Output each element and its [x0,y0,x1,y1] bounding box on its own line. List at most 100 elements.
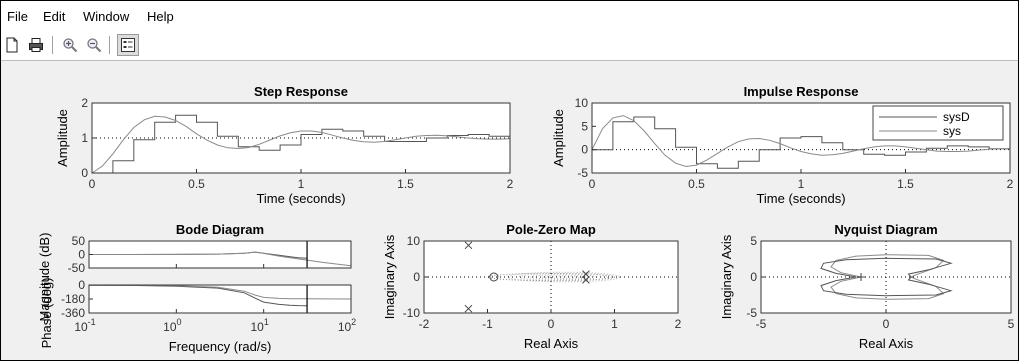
impulse-response-ytick-label: 5 [581,119,588,133]
pole-marker [464,241,473,250]
pole-zero-xtick-label: 2 [675,317,682,331]
step-response-xtick-label: 2 [507,177,514,191]
step-response-series-sys [91,115,511,174]
zoom-in-button[interactable] [59,34,81,56]
impulse-response-xtick-label: 1 [798,177,805,191]
pole-zero-xlabel: Real Axis [524,336,579,351]
print-button[interactable] [25,34,47,56]
pole-zero-grid-curve [541,275,586,279]
bode-xtick-label: 102 [338,317,356,334]
bode-phase-ylabel: Phase (deg) [39,278,54,349]
impulse-legend-label-sys: sys [943,124,961,138]
bode-phase-ytick-label: -360 [61,306,85,320]
menu-help[interactable]: Help [147,9,174,24]
bode-magnitude-ylabel: Magnitude (dB) [37,233,52,322]
bode-xtick-exponent: 2 [351,317,356,327]
pole-marker [464,304,473,313]
menu-window[interactable]: Window [83,9,130,24]
pole-zero-ytick-label: -10 [403,306,421,320]
menu-file[interactable]: File [7,9,28,24]
nyquist-title: Nyquist Diagram [834,222,937,237]
impulse-response-ytick-label: 0 [581,143,588,157]
bode-phase-ytick-label: -180 [61,292,85,306]
bode-xtick-exponent: 0 [177,317,182,327]
impulse-response-series-sysD [592,116,1011,169]
pole-marker [582,270,590,278]
impulse-response-series-sys [591,115,1010,168]
nyquist-xtick-label: 0 [883,317,890,331]
impulse-response-ytick-label: -5 [577,166,588,180]
impulse-response-xtick-label: 0 [589,177,596,191]
step-response-ylabel: Amplitude [55,109,70,167]
zoom-out-button[interactable] [83,34,105,56]
impulse-legend-box [872,105,1004,141]
impulse-response-title: Impulse Response [744,84,859,99]
menu-bar: File Edit Window Help [1,1,1018,31]
step-response-ytick-label: 1 [81,131,88,145]
bode-xtick-label: 101 [250,317,268,334]
pole-marker [582,276,590,284]
step-response-title: Step Response [254,84,348,99]
pole-zero-xtick-label: -1 [482,317,493,331]
new-figure-icon [6,37,18,53]
bode-xtick-label: 10-1 [74,317,95,334]
pole-zero-title: Pole-Zero Map [506,222,596,237]
impulse-response-xtick-label: 2 [1007,177,1014,191]
plot-browser-button[interactable] [117,34,139,56]
nyquist-series-sysD-positive [820,257,953,278]
pole-zero-xtick-label: 0 [548,317,555,331]
step-response-xtick-label: 0 [89,177,96,191]
bode-xlabel: Frequency (rad/s) [169,339,272,354]
nyquist-xlabel: Real Axis [859,336,914,351]
impulse-response-ytick-label: 10 [575,96,589,110]
pole-zero-ylabel: Imaginary Axis [382,234,397,319]
nyquist-ytick-label: -5 [746,306,757,320]
nyquist-series-sysD-negative [820,276,953,297]
zoom-in-icon [63,38,78,53]
nyquist-critical-point [857,273,865,281]
toolbar-separator [52,36,53,54]
bode-xtick-base: 10 [74,320,88,334]
pole-zero-grid-curve [507,271,621,283]
nyquist-ytick-label: 5 [750,234,757,248]
bode-xtick-base: 10 [163,320,177,334]
toolbar [1,31,1018,61]
bode-magnitude-series-sys [89,251,351,267]
nyquist-ytick-label: 0 [750,270,757,284]
nyquist-ylabel: Imaginary Axis [719,234,734,319]
bode-xtick-label: 100 [163,317,181,334]
impulse-response-xtick-label: 1.5 [897,177,914,191]
plot-browser-icon [121,38,135,52]
zero-marker [489,272,499,282]
pole-zero-xtick-label: 1 [611,317,618,331]
new-figure-button[interactable] [1,34,23,56]
bode-title: Bode Diagram [176,222,264,237]
bode-xtick-exponent: -1 [88,317,96,327]
figure-area: 0 0.5 1 1.5 2 0 1 2 Step Response Time (seconds) A… [1,61,1018,360]
pole-zero-ytick-label: 0 [413,270,420,284]
bode-xtick-exponent: 1 [264,317,269,327]
step-response-series-sysD [92,114,511,174]
bode-xtick-base: 10 [338,320,352,334]
step-response-xtick-label: 1 [298,177,305,191]
step-response-xtick-label: 1.5 [397,177,414,191]
step-response-ytick-label: 2 [81,96,88,110]
bode-xtick-base: 10 [250,320,264,334]
impulse-legend-label-sysD: sysD [943,110,970,124]
plots-canvas: 0 0.5 1 1.5 2 0 1 2 Step Response Time (seconds) A… [37,84,1015,354]
pole-zero-ytick-label: 10 [407,234,421,248]
impulse-response-xtick-label: 0.5 [688,177,705,191]
nyquist-xtick-label: 5 [1008,317,1015,331]
step-response-xlabel: Time (seconds) [256,191,345,206]
print-icon [29,38,43,52]
zoom-out-icon [87,38,102,53]
nyquist-xtick-label: -5 [756,317,767,331]
bode-phase-ytick-label: 0 [78,278,85,292]
impulse-response-xlabel: Time (seconds) [756,191,845,206]
toolbar-separator [109,36,110,54]
bode-magnitude-ytick-label: 0 [78,248,85,262]
bode-phase-series-sys [89,285,351,300]
step-response-xtick-label: 0.5 [188,177,205,191]
menu-edit[interactable]: Edit [43,9,66,24]
